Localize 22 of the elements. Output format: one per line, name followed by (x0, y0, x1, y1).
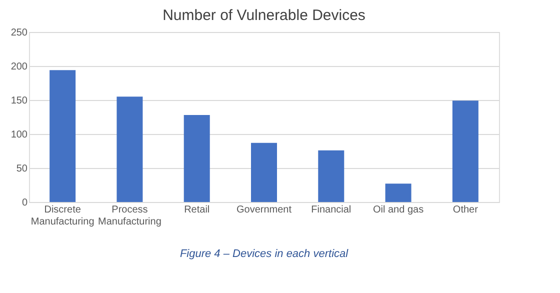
x-tick-label: Discrete Manufacturing (30, 204, 94, 228)
y-tick-label: 100 (10, 130, 28, 140)
x-tick-label: Retail (184, 204, 210, 216)
y-tick-label: 0 (22, 198, 28, 208)
chart-title: Number of Vulnerable Devices (162, 7, 366, 24)
x-tick-label: Process Manufacturing (98, 204, 162, 228)
bar (50, 70, 76, 202)
y-tick-label: 150 (10, 96, 28, 106)
x-tick-label: Government (236, 204, 292, 216)
bar (385, 184, 412, 202)
x-tick-label: Financial (311, 204, 352, 216)
y-tick-label: 50 (16, 164, 28, 174)
caption: Figure 4 – Devices in each vertical (180, 248, 349, 260)
bar (452, 100, 478, 202)
x-tick-label: Oil and gas (372, 204, 424, 216)
bar (318, 150, 344, 202)
y-tick-label: 200 (10, 62, 28, 72)
bar (251, 142, 277, 202)
x-tick-label: Other (452, 204, 479, 216)
y-tick-label: 250 (10, 28, 28, 38)
bar (116, 96, 143, 202)
bar (184, 114, 210, 202)
